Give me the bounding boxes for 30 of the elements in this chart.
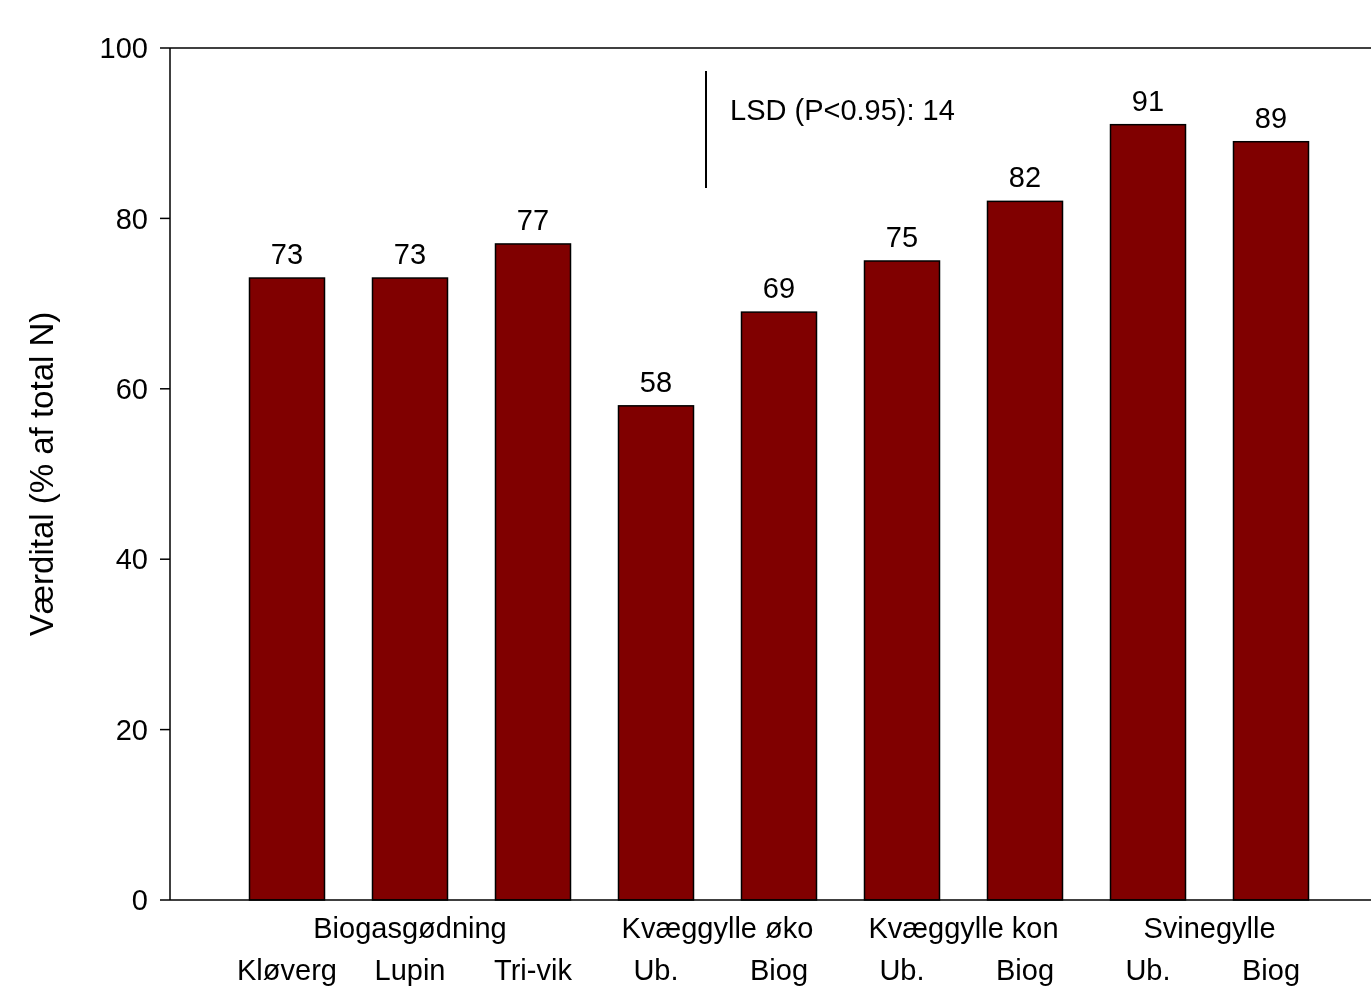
data-label: 58 [639,365,673,398]
x-tick-label: Kløverg [237,954,337,986]
x-tick-label: Biog [1241,954,1301,986]
y-tick-label: 60 [115,372,148,405]
y-tick-label: 40 [115,543,148,576]
data-label: 75 [885,221,919,253]
annotation: LSD (P<0.95): 14 [730,94,955,127]
x-tick-label: Ub. [633,954,679,986]
x-tick-label: Biog [749,954,809,986]
data-label: 77 [516,203,550,236]
x-tick-label: Tri-vik [494,954,573,986]
x-tick-label: Biog [995,954,1055,986]
y-tick-label: 100 [99,32,148,65]
data-label: 91 [1131,84,1165,117]
data-label: 82 [1008,161,1042,194]
text: Kvæggylle øko [621,912,814,944]
x-tick-label: Ub. [879,954,925,986]
y-axis-title: Værdital (% af total N) [23,311,60,637]
y-tick-label: 80 [115,202,148,235]
x-tick-label: Ub. [1125,954,1171,986]
data-label: 69 [762,272,796,305]
data-label: 73 [393,238,427,271]
text: Kvæggylle kon [868,912,1059,944]
text: Biogasgødning [313,912,507,944]
x-tick-label: Lupin [374,954,446,986]
y-tick-label: 0 [131,884,148,917]
y-tick-label: 20 [115,713,148,746]
text: Svinegylle [1143,912,1276,944]
data-label: 89 [1254,101,1288,134]
data-label: 73 [270,238,304,271]
